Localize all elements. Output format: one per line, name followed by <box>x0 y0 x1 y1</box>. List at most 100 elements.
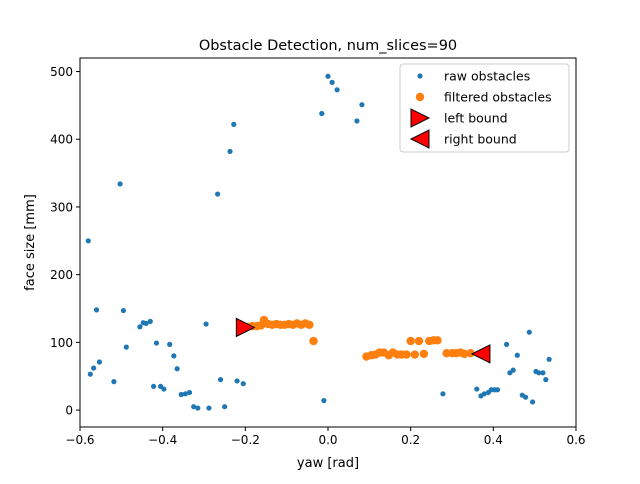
filtered-obstacles-point <box>433 336 442 345</box>
raw-obstacles-point <box>359 102 365 108</box>
raw-obstacles-point <box>526 329 532 335</box>
series-filtered-obstacles <box>239 315 475 361</box>
filtered-obstacles-point <box>466 349 475 358</box>
legend-right-bound-label: right bound <box>444 132 517 147</box>
y-tick-label: 200 <box>50 268 73 282</box>
raw-obstacles-point <box>117 181 123 187</box>
x-tick-label: 0.4 <box>484 433 503 447</box>
raw-obstacles-point <box>440 391 446 397</box>
raw-obstacles-point <box>536 370 542 376</box>
legend-left-bound-swatch <box>410 108 431 128</box>
filtered-obstacles-point <box>406 336 415 346</box>
raw-obstacles-point <box>195 405 201 411</box>
legend-filtered-obstacles-swatch <box>415 92 425 102</box>
raw-obstacles-point <box>120 307 126 314</box>
raw-obstacles-point <box>191 404 197 410</box>
filtered-obstacles-point <box>410 350 419 359</box>
x-tick-label: 0.2 <box>401 433 420 447</box>
y-tick-label: 0 <box>65 404 73 418</box>
chart-title: Obstacle Detection, num_slices=90 <box>199 38 457 54</box>
raw-obstacles-point <box>227 148 233 155</box>
raw-obstacles-point <box>85 238 91 244</box>
filtered-obstacles-point <box>419 349 429 359</box>
legend-raw-obstacles-swatch <box>417 73 423 79</box>
raw-obstacles-point <box>87 371 93 377</box>
raw-obstacles-point <box>546 356 552 362</box>
raw-obstacles-point <box>329 79 335 85</box>
filtered-obstacles-point <box>402 350 411 359</box>
legend-filtered-obstacles-label: filtered obstacles <box>444 90 552 105</box>
raw-obstacles-point <box>111 379 117 385</box>
filtered-obstacles-point <box>460 349 469 359</box>
x-tick-label: 0.6 <box>566 433 585 447</box>
data-marks <box>85 73 552 411</box>
series-right-bound <box>470 344 491 364</box>
raw-obstacles-point <box>321 397 327 404</box>
raw-obstacles-point <box>203 321 209 327</box>
raw-obstacles-point <box>186 389 193 396</box>
raw-obstacles-point <box>240 381 246 387</box>
raw-obstacles-point <box>503 341 510 347</box>
y-tick-label: 400 <box>50 133 73 147</box>
raw-obstacles-point <box>514 352 520 358</box>
legend-box <box>399 63 570 153</box>
legend: raw obstacles filtered obstacles left boun… <box>399 63 570 153</box>
legend-raw-obstacles-label: raw obstacles <box>444 69 530 84</box>
raw-obstacles-point <box>354 118 360 124</box>
raw-obstacles-point <box>334 87 340 93</box>
raw-obstacles-point <box>540 370 546 376</box>
raw-obstacles-point <box>474 386 480 392</box>
x-tick-label: −0.6 <box>65 433 94 447</box>
series-raw-obstacles <box>85 73 552 411</box>
raw-obstacles-point <box>222 404 228 410</box>
left-bound-marker <box>235 317 256 338</box>
raw-obstacles-point <box>319 110 325 117</box>
filtered-obstacles-point <box>309 336 318 346</box>
raw-obstacles-point <box>91 365 97 371</box>
x-axis-label: yaw [rad] <box>297 456 359 471</box>
raw-obstacles-point <box>530 399 536 405</box>
raw-obstacles-point <box>153 340 160 346</box>
series-left-bound <box>235 317 256 338</box>
raw-obstacles-point <box>481 391 487 397</box>
raw-obstacles-point <box>96 359 103 365</box>
raw-obstacles-point <box>147 318 153 324</box>
raw-obstacles-point <box>325 73 331 79</box>
raw-obstacles-point <box>206 405 212 411</box>
x-tick-label: 0.0 <box>318 433 337 447</box>
raw-obstacles-point <box>543 377 549 383</box>
raw-obstacles-point <box>231 121 237 127</box>
raw-obstacles-point <box>171 353 177 359</box>
y-tick-label: 500 <box>50 65 73 79</box>
raw-obstacles-point <box>522 394 529 400</box>
raw-obstacles-point <box>215 191 221 197</box>
raw-obstacles-point <box>234 378 240 384</box>
raw-obstacles-point <box>182 391 188 397</box>
right-bound-marker <box>470 344 491 364</box>
raw-obstacles-point <box>217 377 224 383</box>
raw-obstacles-point <box>178 391 184 398</box>
raw-obstacles-point <box>174 366 180 372</box>
filtered-obstacles-point <box>305 320 314 329</box>
x-axis-ticks: −0.6 −0.4 −0.2 0.0 0.2 0.4 0.6 <box>65 427 586 447</box>
legend-left-bound-label: left bound <box>444 111 508 126</box>
raw-obstacles-point <box>150 383 157 389</box>
legend-right-bound-swatch <box>409 129 430 149</box>
raw-obstacles-point <box>161 386 167 392</box>
y-axis-ticks: 0 100 200 300 400 500 <box>50 65 80 418</box>
y-tick-label: 300 <box>50 200 73 214</box>
raw-obstacles-point <box>167 341 173 347</box>
raw-obstacles-point <box>494 387 501 393</box>
raw-obstacles-point <box>93 307 100 313</box>
x-tick-label: −0.4 <box>148 433 177 447</box>
filtered-obstacles-point <box>414 336 424 346</box>
raw-obstacles-point <box>123 344 129 350</box>
y-tick-label: 100 <box>50 336 73 350</box>
raw-obstacles-point <box>137 324 143 330</box>
raw-obstacles-point <box>510 367 516 373</box>
x-tick-label: −0.2 <box>231 433 260 447</box>
raw-obstacles-point <box>143 320 149 327</box>
y-axis-label: face size [mm] <box>23 194 38 291</box>
